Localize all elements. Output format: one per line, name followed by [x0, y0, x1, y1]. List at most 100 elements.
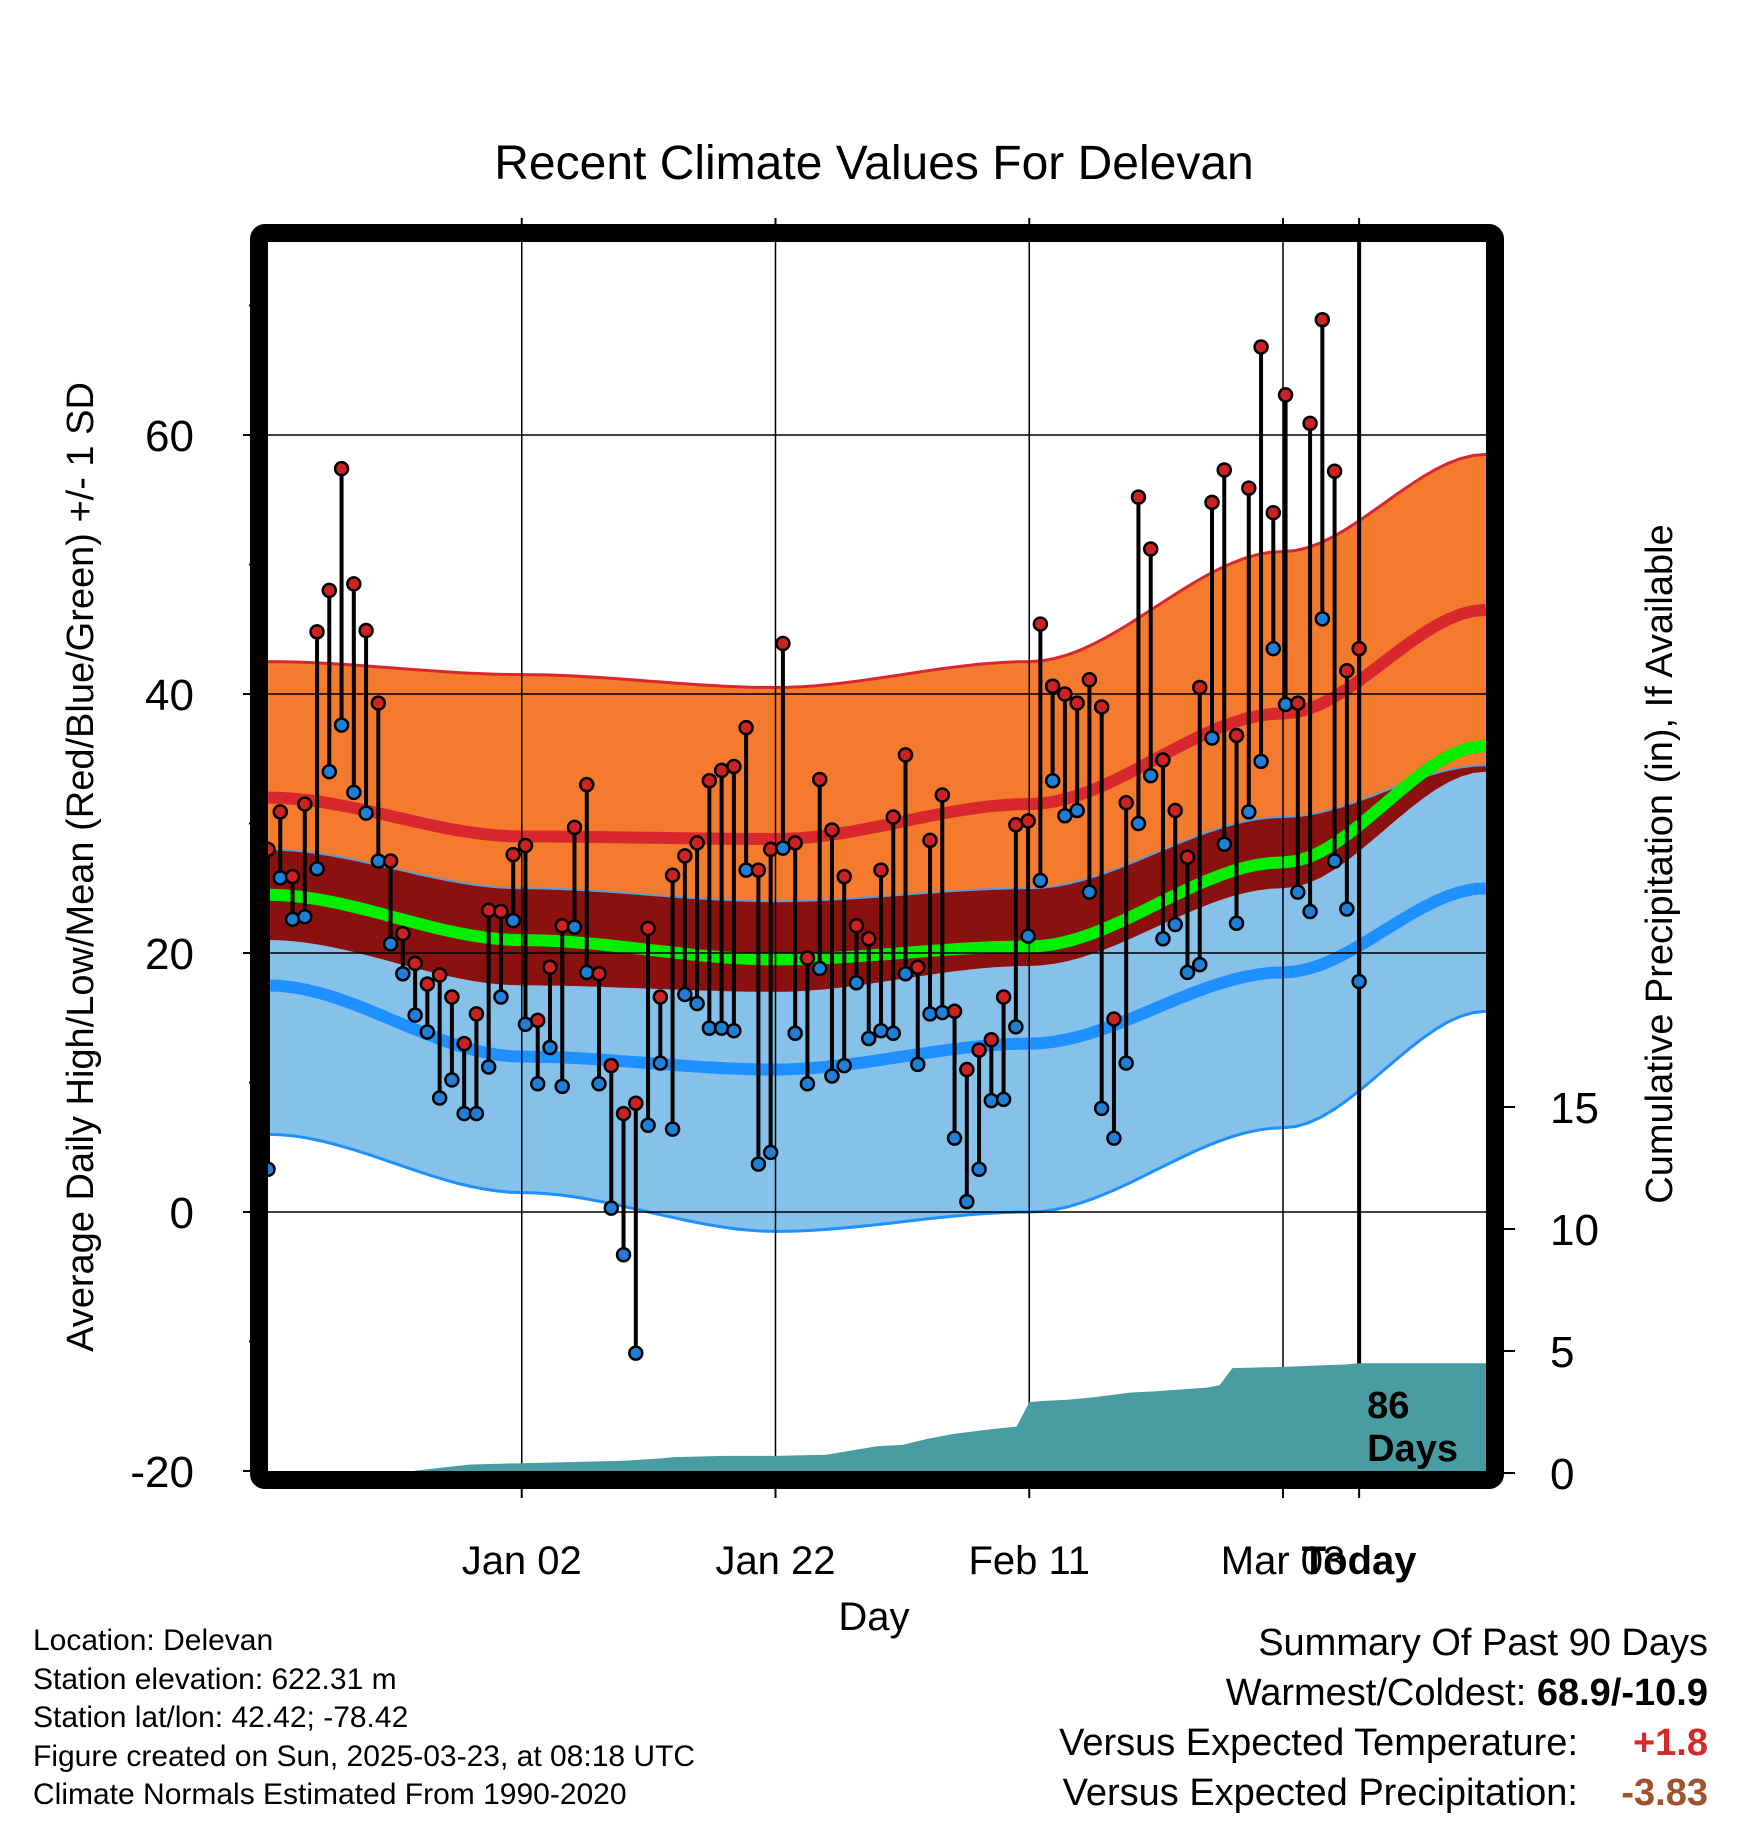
overlap-band [268, 765, 1486, 992]
obs-high-point [419, 976, 436, 992]
obs-high-point [934, 787, 951, 803]
obs-high-point [1130, 489, 1147, 505]
obs-high-point [431, 967, 448, 983]
y-axis-label-left: Average Daily High/Low/Mean (Red/Blue/Gr… [60, 382, 102, 1352]
obs-high-point [346, 576, 362, 592]
low-sd-band [268, 771, 1486, 1232]
obs-low-point [640, 1117, 656, 1133]
warm-cold-row: Warmest/Coldest: 68.9/-10.9 [1059, 1668, 1708, 1718]
obs-high-point [529, 1012, 546, 1029]
left-tick-label: 60 [145, 412, 194, 461]
bottom-tick-label: Feb 11 [968, 1539, 1090, 1583]
precip-row: Versus Expected Precipitation: -3.83 [1059, 1768, 1708, 1818]
obs-low-point [689, 995, 705, 1012]
obs-low-point [1351, 973, 1367, 990]
obs-high-point [395, 925, 411, 942]
obs-high-point [836, 868, 852, 885]
obs-low-point [1032, 872, 1049, 889]
x-axis-label: Day [838, 1595, 909, 1639]
warm-cold-value: 68.9/-10.9 [1536, 1672, 1708, 1714]
obs-low-point [1339, 901, 1355, 917]
obs-high-point [897, 747, 914, 763]
obs-low-point [664, 1121, 681, 1137]
obs-high-point [848, 918, 865, 934]
temp-row: Versus Expected Temperature: +1.8 [1059, 1718, 1708, 1768]
obs-low-point [750, 1156, 767, 1172]
obs-high-point [468, 1006, 485, 1022]
obs-low-point [554, 1078, 570, 1095]
obs-high-point [1044, 678, 1061, 694]
bottom-tick-label: Today [1302, 1539, 1418, 1583]
obs-low-point [726, 1022, 742, 1039]
obs-low-point [382, 936, 399, 952]
obs-low-point [873, 1022, 889, 1039]
obs-low-point [971, 1161, 987, 1178]
obs-high-point [701, 773, 718, 789]
obs-low-point [860, 1030, 877, 1047]
obs-high-point [615, 1105, 632, 1122]
obs-high-point [1032, 616, 1049, 632]
obs-high-point [542, 959, 558, 975]
obs-high-point [750, 862, 767, 878]
obs-low-point [1302, 903, 1318, 920]
obs-low-point [1216, 836, 1233, 852]
obs-high-point [1290, 695, 1306, 711]
obs-high-point [603, 1057, 620, 1074]
obs-low-point [1142, 767, 1159, 784]
obs-high-point [456, 1035, 472, 1052]
today-days-label: Days [1367, 1428, 1458, 1470]
obs-high-point [505, 846, 521, 863]
obs-high-point [566, 819, 583, 836]
obs-low-point [946, 1130, 963, 1146]
obs-high-point [787, 835, 803, 851]
obs-high-point [591, 965, 607, 982]
precip-value: -3.83 [1621, 1772, 1708, 1814]
obs-high-point [370, 695, 387, 711]
obs-low-point [309, 861, 325, 877]
obs-low-point [297, 908, 313, 925]
obs-low-point [848, 975, 865, 991]
bottom-tick-label: Jan 22 [715, 1539, 835, 1583]
obs-high-point [1081, 672, 1098, 688]
obs-low-point [284, 911, 301, 928]
obs-high-point [995, 989, 1012, 1005]
obs-high-point [297, 796, 313, 812]
left-tick-label: 20 [145, 930, 194, 979]
elevation-text: Station elevation: 622.31 m [33, 1662, 397, 1696]
obs-high-point [664, 867, 681, 884]
obs-high-point [444, 989, 460, 1005]
obs-low-point [995, 1091, 1012, 1108]
obs-high-point [652, 989, 669, 1005]
obs-low-point [1204, 730, 1220, 746]
obs-low-point [1228, 915, 1245, 931]
obs-high-point [1228, 727, 1245, 744]
obs-high-point [1204, 494, 1220, 511]
obs-low-point [480, 1059, 497, 1075]
obs-low-point [897, 965, 914, 982]
obs-low-point [799, 1076, 816, 1092]
obs-high-point [946, 1003, 963, 1020]
temp-label: Versus Expected Temperature: [1059, 1722, 1578, 1764]
obs-high-point [983, 1032, 1000, 1048]
obs-low-point [1167, 916, 1183, 933]
obs-high-point [1277, 387, 1294, 403]
obs-low-point [591, 1076, 607, 1092]
bottom-tick-label: Jan 02 [462, 1539, 582, 1583]
obs-low-point [1106, 1130, 1122, 1146]
left-tick-label: -20 [130, 1448, 194, 1497]
obs-low-point [1069, 802, 1085, 819]
obs-low-point [1179, 964, 1196, 981]
obs-high-point [1241, 480, 1257, 496]
obs-high-point [1093, 699, 1110, 715]
precipitation-area [268, 1363, 1486, 1473]
obs-high-point [922, 832, 938, 849]
obs-low-point [407, 1007, 423, 1023]
obs-low-point [1241, 804, 1257, 820]
obs-low-point [444, 1072, 460, 1088]
obs-high-point [284, 868, 301, 885]
obs-high-point [775, 635, 791, 652]
obs-high-point [959, 1061, 975, 1078]
obs-low-point [1290, 884, 1306, 900]
obs-high-point [407, 955, 423, 972]
